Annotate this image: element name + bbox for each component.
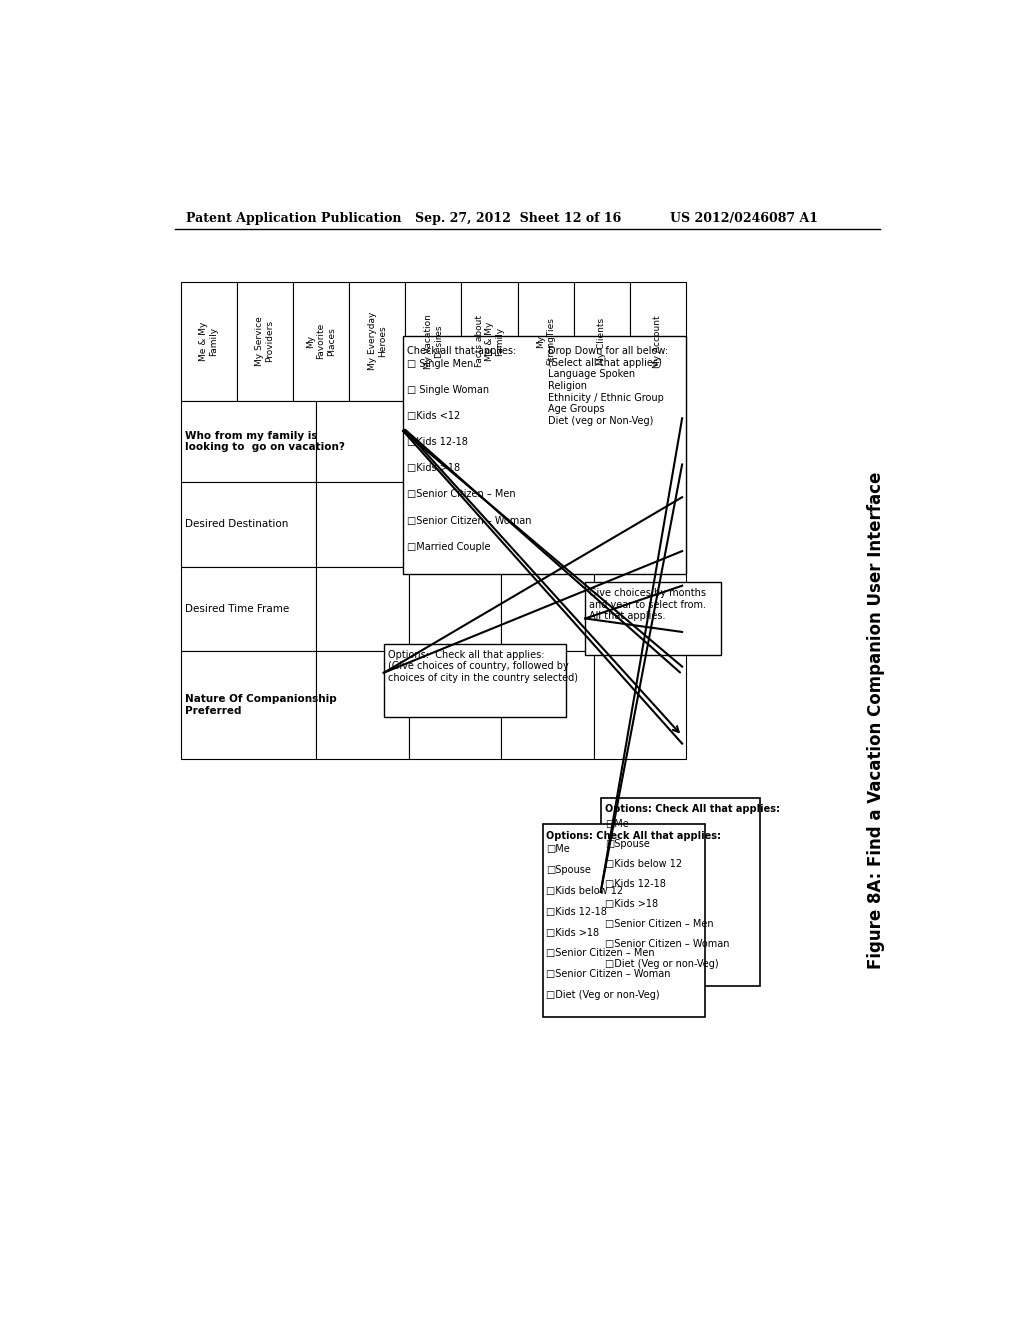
Bar — [501, 651, 594, 759]
Text: My Account: My Account — [653, 315, 663, 367]
Bar — [384, 644, 566, 717]
Bar — [630, 281, 686, 401]
Bar — [180, 401, 316, 482]
Bar — [316, 401, 409, 482]
Text: □Kids <12: □Kids <12 — [407, 411, 460, 421]
Bar — [409, 566, 501, 651]
Bar — [180, 566, 316, 651]
Bar — [180, 482, 316, 566]
Text: □Married Couple: □Married Couple — [407, 543, 490, 552]
Bar — [349, 281, 406, 401]
Bar — [406, 281, 462, 401]
Text: Facts about
Me & My
Family: Facts about Me & My Family — [474, 315, 505, 367]
Bar — [586, 582, 721, 655]
Text: Nature Of Companionship
Preferred: Nature Of Companionship Preferred — [185, 694, 337, 715]
Text: □Diet (Veg or non-Veg): □Diet (Veg or non-Veg) — [547, 990, 660, 1001]
Bar — [316, 482, 409, 566]
Text: □Kids below 12: □Kids below 12 — [547, 886, 624, 896]
Text: □Spouse: □Spouse — [547, 866, 592, 875]
Text: □Kids below 12: □Kids below 12 — [604, 859, 682, 869]
Bar — [594, 651, 686, 759]
Text: □Kids 12-18: □Kids 12-18 — [547, 907, 607, 917]
Text: My
StrongTies: My StrongTies — [536, 317, 555, 366]
Text: □Kids 12-18: □Kids 12-18 — [407, 437, 468, 447]
Bar — [409, 482, 501, 566]
Bar — [403, 335, 686, 574]
Text: □Senior Citizen – Woman: □Senior Citizen – Woman — [604, 940, 729, 949]
Text: Drop Down for all below:
(Select all that applies)
Language Spoken
Religion
Ethn: Drop Down for all below: (Select all tha… — [548, 346, 669, 426]
Text: Patent Application Publication: Patent Application Publication — [186, 213, 401, 224]
Bar — [293, 281, 349, 401]
Bar — [180, 281, 237, 401]
Text: □Me: □Me — [604, 818, 629, 829]
Text: □Me: □Me — [547, 845, 570, 854]
Bar — [594, 401, 686, 482]
Text: Me & My
Family: Me & My Family — [199, 322, 218, 360]
Bar — [543, 825, 706, 1016]
Text: □Kids 12-18: □Kids 12-18 — [604, 879, 666, 890]
Text: □Senior Citizen – Men: □Senior Citizen – Men — [604, 919, 714, 929]
Bar — [409, 401, 501, 482]
Bar — [594, 482, 686, 566]
Text: □Senior Citizen – Men: □Senior Citizen – Men — [547, 948, 655, 958]
Text: □ Single Men: □ Single Men — [407, 359, 473, 368]
Text: □Spouse: □Spouse — [604, 840, 649, 849]
Bar — [501, 401, 594, 482]
Text: □ Single Woman: □ Single Woman — [407, 385, 489, 395]
Text: Options: Check All that applies:: Options: Check All that applies: — [547, 830, 722, 841]
Text: Options:  Check all that applies:
(Give choices of country, followed by
choices : Options: Check all that applies: (Give c… — [388, 649, 578, 682]
Text: □Senior Citizen – Woman: □Senior Citizen – Woman — [547, 969, 671, 979]
Bar — [594, 566, 686, 651]
Text: My Clients: My Clients — [597, 318, 606, 364]
Text: Figure 8A: Find a Vacation Companion User Interface: Figure 8A: Find a Vacation Companion Use… — [867, 471, 885, 969]
Text: Check all that applies:: Check all that applies: — [407, 346, 516, 356]
Bar — [462, 281, 517, 401]
Bar — [501, 482, 594, 566]
Bar — [573, 281, 630, 401]
Text: My
Favorite
Places: My Favorite Places — [306, 323, 336, 359]
Bar — [409, 651, 501, 759]
Text: □Diet (Veg or non-Veg): □Diet (Veg or non-Veg) — [604, 960, 718, 969]
Text: My Everyday
Heroes: My Everyday Heroes — [368, 312, 387, 371]
Text: Desired Time Frame: Desired Time Frame — [185, 603, 290, 614]
Text: □Kids >18: □Kids >18 — [547, 928, 600, 937]
Text: Who from my family is
looking to  go on vacation?: Who from my family is looking to go on v… — [185, 430, 345, 453]
Text: □Senior Citizen – Men: □Senior Citizen – Men — [407, 490, 516, 499]
Bar — [501, 566, 594, 651]
Text: My Vacation
Desires: My Vacation Desires — [424, 314, 443, 368]
Bar — [316, 566, 409, 651]
Bar — [237, 281, 293, 401]
Text: Options: Check All that applies:: Options: Check All that applies: — [604, 804, 779, 813]
Text: □Kids >18: □Kids >18 — [407, 463, 460, 474]
Bar — [601, 797, 760, 986]
Bar — [316, 651, 409, 759]
Text: Sep. 27, 2012  Sheet 12 of 16: Sep. 27, 2012 Sheet 12 of 16 — [415, 213, 621, 224]
Text: Give choices by months
and year to select from.
All that applies.: Give choices by months and year to selec… — [589, 589, 707, 622]
Text: □Kids >18: □Kids >18 — [604, 899, 657, 909]
Bar — [517, 281, 573, 401]
Text: Desired Destination: Desired Destination — [185, 519, 289, 529]
Text: □Senior Citizen – Woman: □Senior Citizen – Woman — [407, 516, 531, 525]
Text: My Service
Providers: My Service Providers — [255, 317, 274, 366]
Text: US 2012/0246087 A1: US 2012/0246087 A1 — [671, 213, 818, 224]
Bar — [180, 651, 316, 759]
